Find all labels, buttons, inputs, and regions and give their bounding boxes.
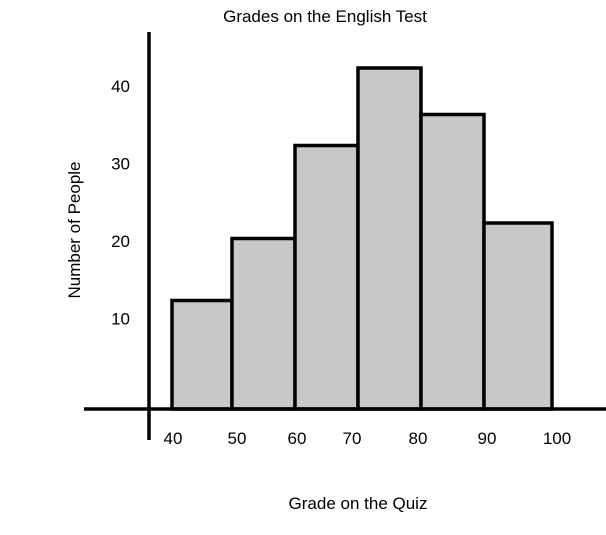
tick-labels-group: 40 50 60 70 80 90 100 10 20 30 40 xyxy=(111,77,571,448)
y-tick-label: 10 xyxy=(111,310,130,329)
bar-60-70 xyxy=(293,143,360,411)
y-tick-label: 30 xyxy=(111,155,130,174)
bar-50-60 xyxy=(230,236,297,411)
bar-80-90 xyxy=(419,112,486,411)
axes-group xyxy=(84,32,606,440)
x-tick-label: 60 xyxy=(288,429,307,448)
x-tick-label: 70 xyxy=(343,429,362,448)
x-tick-label: 80 xyxy=(409,429,428,448)
x-tick-label: 100 xyxy=(543,429,571,448)
bar-90-100 xyxy=(482,221,554,411)
x-tick-label: 50 xyxy=(228,429,247,448)
bars-group xyxy=(170,66,554,411)
y-tick-label: 40 xyxy=(111,77,130,96)
bar-40-50 xyxy=(170,298,234,411)
y-tick-label: 20 xyxy=(111,232,130,251)
bar-70-80 xyxy=(356,66,423,411)
chart-title: Grades on the English Test xyxy=(223,7,427,26)
x-tick-label: 40 xyxy=(164,429,183,448)
x-tick-label: 90 xyxy=(478,429,497,448)
y-axis-label: Number of People xyxy=(65,161,84,298)
x-axis-label: Grade on the Quiz xyxy=(289,494,428,513)
